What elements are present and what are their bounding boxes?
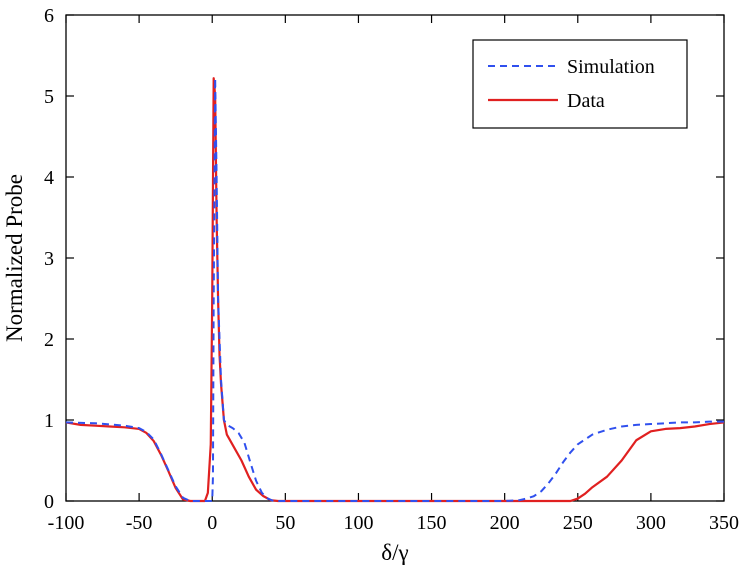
series-simulation-line (65, 77, 724, 502)
x-tick-label: 350 (709, 512, 739, 534)
x-tick-label: 0 (207, 512, 217, 534)
x-tick-label: 50 (275, 512, 295, 534)
x-tick-label: 250 (563, 512, 593, 534)
y-tick-label: 0 (44, 491, 54, 513)
y-tick-label: 4 (44, 167, 54, 189)
legend-data-label: Data (567, 90, 605, 112)
x-tick-label: -50 (126, 512, 153, 534)
x-axis-title: δ/γ (381, 540, 408, 565)
x-tick-label: 150 (417, 512, 447, 534)
legend-box (472, 39, 688, 129)
y-tick-label: 6 (44, 5, 54, 27)
x-tick-label: 200 (490, 512, 520, 534)
x-tick-label: 100 (343, 512, 373, 534)
y-tick-label: 3 (44, 248, 54, 270)
x-tick-label: -100 (48, 512, 85, 534)
y-tick-label: 5 (44, 86, 54, 108)
x-tick-label: 300 (636, 512, 666, 534)
y-tick-label: 2 (44, 329, 54, 351)
y-tick-label: 1 (44, 410, 54, 432)
y-axis-title: Normalized Probe (2, 174, 27, 342)
series-layer (65, 77, 725, 503)
series-data-line (65, 77, 725, 503)
legend: Simulation Data (472, 39, 688, 129)
legend-simulation-label: Simulation (567, 56, 655, 78)
